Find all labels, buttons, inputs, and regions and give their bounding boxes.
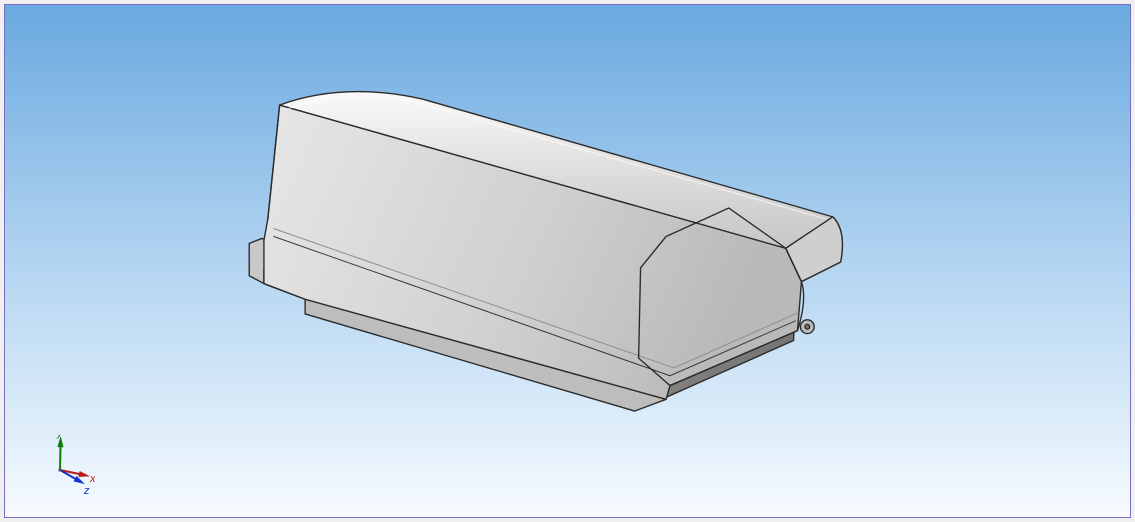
axis-y-label: y xyxy=(56,435,64,439)
axis-z-label: z xyxy=(83,485,90,497)
model-camera-housing[interactable] xyxy=(5,5,1130,517)
axis-x-label: x xyxy=(89,473,95,485)
hinge-pin xyxy=(800,320,814,334)
view-triad: y x z xyxy=(25,435,95,505)
cad-viewport[interactable]: y x z xyxy=(4,4,1131,518)
triad-origin xyxy=(58,468,61,471)
app-frame: y x z xyxy=(0,0,1135,522)
axis-y: y xyxy=(56,435,64,470)
